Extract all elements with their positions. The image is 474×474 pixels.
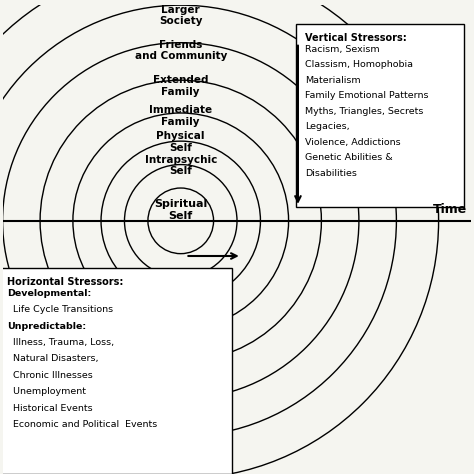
Text: Legacies,: Legacies, bbox=[305, 122, 350, 131]
Text: Immediate
Family: Immediate Family bbox=[149, 106, 212, 127]
Text: Developmental:: Developmental: bbox=[7, 289, 91, 298]
Text: Life Cycle Transitions: Life Cycle Transitions bbox=[7, 305, 113, 314]
Text: Family Emotional Patterns: Family Emotional Patterns bbox=[305, 91, 428, 100]
Text: Materialism: Materialism bbox=[305, 76, 361, 85]
Text: Natural Disasters,: Natural Disasters, bbox=[7, 355, 99, 364]
Text: Chronic Illnesses: Chronic Illnesses bbox=[7, 371, 93, 380]
Text: Disabilities: Disabilities bbox=[305, 169, 357, 178]
Text: Genetic Abilities &: Genetic Abilities & bbox=[305, 153, 392, 162]
Text: Unpredictable:: Unpredictable: bbox=[7, 322, 86, 331]
Text: Horizontal Stressors:: Horizontal Stressors: bbox=[7, 277, 124, 287]
Text: Physical
Self: Physical Self bbox=[156, 131, 205, 153]
Text: Classism, Homophobia: Classism, Homophobia bbox=[305, 61, 413, 70]
Text: Economic and Political  Events: Economic and Political Events bbox=[7, 420, 157, 429]
Text: Larger
Society: Larger Society bbox=[159, 5, 202, 26]
FancyBboxPatch shape bbox=[0, 268, 232, 474]
Text: Myths, Triangles, Secrets: Myths, Triangles, Secrets bbox=[305, 107, 423, 116]
Text: Intrapsychic
Self: Intrapsychic Self bbox=[145, 155, 217, 176]
Text: Historical Events: Historical Events bbox=[7, 404, 93, 413]
Text: Time: Time bbox=[432, 203, 467, 216]
FancyBboxPatch shape bbox=[296, 24, 465, 207]
Text: Illness, Trauma, Loss,: Illness, Trauma, Loss, bbox=[7, 338, 114, 347]
Text: Racism, Sexism: Racism, Sexism bbox=[305, 45, 380, 54]
Text: Friends
and Community: Friends and Community bbox=[135, 40, 227, 62]
Text: Violence, Addictions: Violence, Addictions bbox=[305, 138, 401, 147]
Text: Unemployment: Unemployment bbox=[7, 387, 86, 396]
Text: Spiritual
Self: Spiritual Self bbox=[154, 199, 207, 221]
Text: Vertical Stressors:: Vertical Stressors: bbox=[305, 33, 407, 43]
Text: Extended
Family: Extended Family bbox=[153, 75, 209, 97]
